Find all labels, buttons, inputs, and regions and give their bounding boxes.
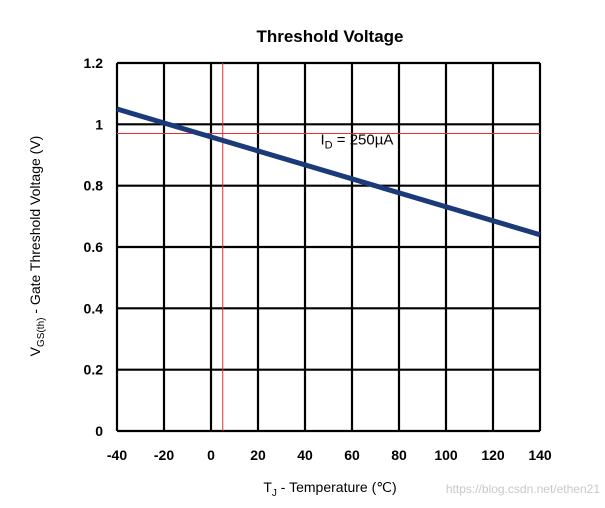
grid xyxy=(115,61,542,433)
x-tick-label: 60 xyxy=(344,447,360,463)
y-axis-ticks: 0 0.2 0.4 0.6 0.8 1 1.2 xyxy=(84,55,104,439)
reference-lines xyxy=(117,63,540,431)
y-axis-label: VGS(th) - Gate Threshold Voltage (V) xyxy=(27,136,47,357)
x-tick-label: 100 xyxy=(434,447,458,463)
y-tick-label: 0.4 xyxy=(84,300,104,316)
series-group xyxy=(116,106,541,238)
x-tick-label: -20 xyxy=(154,447,174,463)
x-axis-ticks: -40 -20 0 20 40 60 80 100 120 140 xyxy=(107,447,552,463)
y-tick-label: 0.6 xyxy=(84,239,104,255)
x-tick-label: 40 xyxy=(297,447,313,463)
y-tick-label: 1 xyxy=(95,116,103,132)
chart-title: Threshold Voltage xyxy=(256,27,403,46)
y-tick-label: 1.2 xyxy=(84,55,104,71)
watermark: https://blog.csdn.net/ethen21 xyxy=(446,482,600,496)
series-line xyxy=(116,106,541,238)
x-tick-label: 0 xyxy=(207,447,215,463)
x-axis-label: TJ - Temperature (℃) xyxy=(263,479,396,499)
y-tick-label: 0 xyxy=(95,423,103,439)
x-tick-label: 140 xyxy=(528,447,552,463)
annotation-id-label: ID = 250µA xyxy=(321,132,394,152)
x-tick-label: 120 xyxy=(481,447,505,463)
x-tick-label: 20 xyxy=(250,447,266,463)
y-tick-label: 0.8 xyxy=(84,178,104,194)
y-tick-label: 0.2 xyxy=(84,362,104,378)
x-tick-label: -40 xyxy=(107,447,127,463)
x-tick-label: 80 xyxy=(391,447,407,463)
